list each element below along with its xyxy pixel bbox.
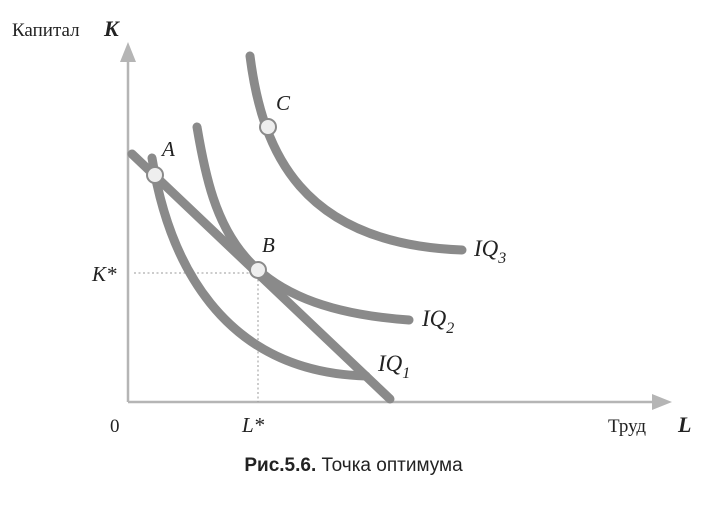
figure-title: Точка оптимума: [321, 455, 463, 476]
point-c: [259, 118, 277, 136]
iq1-label: IQ1: [377, 351, 410, 382]
optimum-guides: [134, 272, 259, 402]
point-a-label: A: [160, 137, 175, 161]
figure-caption: Рис.5.6. Точка оптимума: [0, 455, 707, 477]
y-axis-label: Капитал: [12, 20, 80, 41]
iq1-label-index: 1: [402, 365, 410, 382]
point-b-label: B: [262, 233, 275, 257]
point-c-label: C: [276, 91, 291, 115]
iq2-label-index: 2: [446, 320, 454, 337]
point-b: [249, 261, 267, 279]
k-star-label: K*: [91, 262, 117, 286]
iq3-label-main: IQ: [473, 236, 499, 261]
l-star-label: L*: [241, 413, 265, 437]
iq2-label: IQ2: [421, 306, 454, 337]
x-axis-label: Труд: [608, 416, 646, 437]
isoquant-iq2: [192, 122, 414, 325]
x-axis-letter: L: [677, 412, 691, 437]
iq3-label: IQ3: [473, 236, 506, 267]
isoquant-iq3: [245, 51, 467, 255]
figure-number: Рис.5.6.: [244, 455, 317, 476]
iq1-label-main: IQ: [377, 351, 403, 376]
point-a: [146, 166, 164, 184]
iq3-label-index: 3: [497, 250, 506, 267]
iq2-label-main: IQ: [421, 306, 447, 331]
isoquant-iq1: [147, 153, 371, 381]
origin-label: 0: [110, 416, 120, 437]
x-axis-arrow: [652, 394, 672, 410]
y-axis-letter: K: [103, 16, 120, 41]
y-axis-arrow: [120, 42, 136, 62]
